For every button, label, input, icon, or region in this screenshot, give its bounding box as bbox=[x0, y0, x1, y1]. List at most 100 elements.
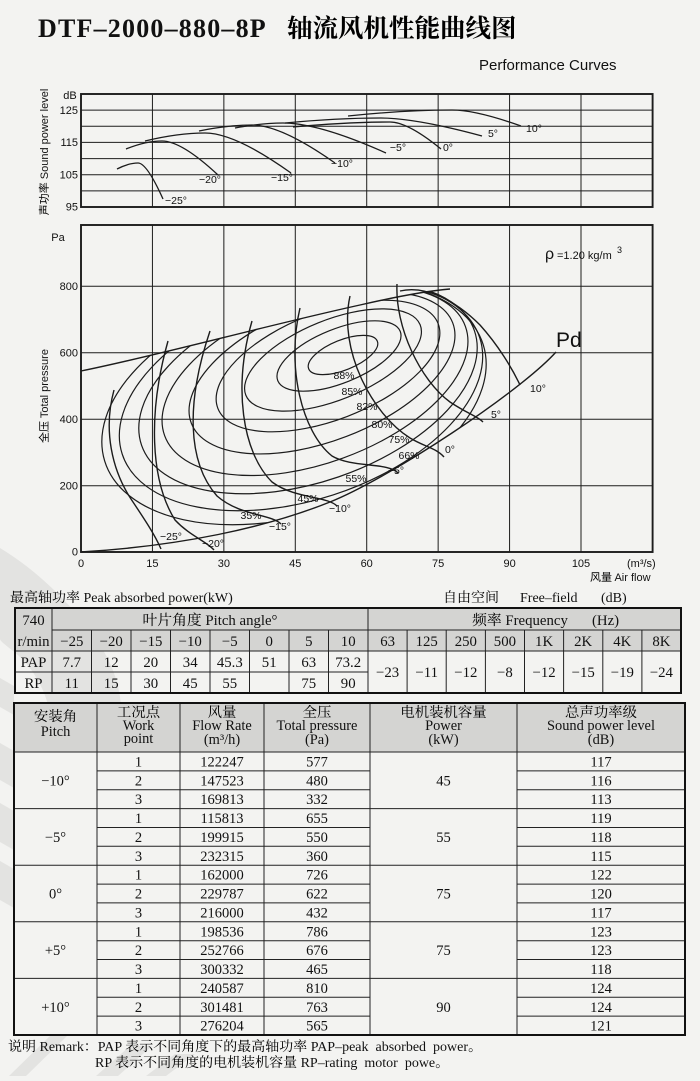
svg-text:PAP: PAP bbox=[98, 1040, 125, 1055]
svg-text:Pitch angle°: Pitch angle° bbox=[202, 613, 278, 629]
svg-text:90: 90 bbox=[341, 676, 356, 692]
svg-text:Power: Power bbox=[425, 718, 462, 734]
svg-text:point: point bbox=[124, 731, 154, 747]
svg-text:+5°: +5° bbox=[45, 943, 66, 959]
svg-text:dB: dB bbox=[63, 90, 76, 102]
svg-text:200: 200 bbox=[60, 480, 78, 492]
svg-text:360: 360 bbox=[306, 849, 328, 865]
svg-text:45.3: 45.3 bbox=[217, 655, 243, 671]
svg-text:(Hz): (Hz) bbox=[592, 613, 619, 629]
svg-text:115: 115 bbox=[60, 137, 78, 149]
svg-text:115: 115 bbox=[590, 849, 611, 865]
svg-text:232315: 232315 bbox=[200, 849, 244, 865]
svg-text:125: 125 bbox=[416, 634, 438, 650]
svg-text:45%: 45% bbox=[297, 493, 318, 505]
svg-text:−10°: −10° bbox=[41, 773, 70, 789]
svg-text:740: 740 bbox=[22, 613, 44, 629]
svg-text:2: 2 bbox=[135, 1000, 142, 1016]
svg-text:122: 122 bbox=[590, 868, 612, 884]
svg-text:147523: 147523 bbox=[200, 773, 244, 789]
svg-text:0: 0 bbox=[78, 558, 84, 570]
svg-text:1: 1 bbox=[135, 924, 142, 940]
svg-text:75: 75 bbox=[432, 558, 444, 570]
svg-text:400: 400 bbox=[60, 414, 78, 426]
svg-text:105: 105 bbox=[60, 169, 78, 181]
svg-text:Pa: Pa bbox=[51, 232, 65, 244]
svg-text:465: 465 bbox=[306, 962, 328, 978]
svg-text:+10°: +10° bbox=[41, 1000, 70, 1016]
svg-text:45: 45 bbox=[289, 558, 301, 570]
svg-text:(kW): (kW) bbox=[428, 732, 459, 748]
svg-text:4K: 4K bbox=[613, 634, 631, 650]
svg-text:1: 1 bbox=[135, 755, 142, 771]
svg-text:1: 1 bbox=[135, 811, 142, 827]
svg-text:Total pressure: Total pressure bbox=[39, 349, 51, 421]
svg-text:−5°: −5° bbox=[390, 142, 406, 154]
svg-text:577: 577 bbox=[306, 755, 328, 771]
svg-text:0°: 0° bbox=[49, 887, 62, 903]
svg-text:−25°: −25° bbox=[165, 195, 187, 207]
svg-text:75: 75 bbox=[301, 676, 316, 692]
svg-text:500: 500 bbox=[494, 634, 516, 650]
svg-text:3: 3 bbox=[135, 792, 142, 808]
svg-text:82%: 82% bbox=[356, 401, 377, 413]
svg-text:63: 63 bbox=[301, 655, 316, 671]
svg-text:3: 3 bbox=[135, 962, 142, 978]
svg-text:90: 90 bbox=[436, 1000, 451, 1016]
svg-text:PAP–peak absorbed power: PAP–peak absorbed power bbox=[307, 1040, 468, 1055]
svg-text:(Pa): (Pa) bbox=[305, 732, 329, 748]
svg-text:2: 2 bbox=[135, 887, 142, 903]
svg-text:Air flow: Air flow bbox=[612, 572, 651, 584]
svg-text:2: 2 bbox=[135, 830, 142, 846]
svg-text:763: 763 bbox=[306, 1000, 328, 1016]
svg-text:51: 51 bbox=[262, 655, 277, 671]
svg-text:198536: 198536 bbox=[200, 924, 244, 940]
svg-text:(dB): (dB) bbox=[588, 732, 615, 748]
svg-text:−5°: −5° bbox=[388, 465, 404, 477]
svg-text:−19: −19 bbox=[611, 665, 634, 681]
svg-text:118: 118 bbox=[590, 830, 611, 846]
svg-text:786: 786 bbox=[306, 924, 328, 940]
svg-text:−15°: −15° bbox=[269, 521, 291, 533]
svg-text:3: 3 bbox=[617, 245, 622, 255]
svg-text:Performance Curves: Performance Curves bbox=[479, 57, 617, 74]
svg-text:88%: 88% bbox=[333, 370, 354, 382]
svg-text:12: 12 bbox=[104, 655, 119, 671]
svg-text:5: 5 bbox=[305, 634, 312, 650]
svg-text:(dB): (dB) bbox=[601, 591, 627, 606]
svg-text:80%: 80% bbox=[371, 419, 392, 431]
svg-text:3: 3 bbox=[135, 905, 142, 921]
svg-text:810: 810 bbox=[306, 981, 328, 997]
svg-text:120: 120 bbox=[590, 887, 612, 903]
svg-text:Sound power level: Sound power level bbox=[547, 718, 655, 734]
svg-text:301481: 301481 bbox=[200, 1000, 244, 1016]
svg-text:−25: −25 bbox=[60, 634, 83, 650]
svg-text:−15°: −15° bbox=[271, 172, 293, 184]
svg-text:−10°: −10° bbox=[331, 158, 353, 170]
svg-text:216000: 216000 bbox=[200, 905, 244, 921]
svg-text:800: 800 bbox=[60, 281, 78, 293]
svg-text:−5: −5 bbox=[222, 634, 238, 650]
svg-text:Work: Work bbox=[123, 718, 155, 734]
svg-text:655: 655 bbox=[306, 811, 328, 827]
svg-text:−20°: −20° bbox=[199, 174, 221, 186]
svg-text:726: 726 bbox=[306, 868, 328, 884]
svg-text:105: 105 bbox=[572, 558, 590, 570]
svg-text:Total pressure: Total pressure bbox=[277, 718, 358, 734]
svg-text:169813: 169813 bbox=[200, 792, 244, 808]
svg-text:55: 55 bbox=[436, 830, 451, 846]
svg-text:118: 118 bbox=[590, 962, 611, 978]
svg-text:30: 30 bbox=[218, 558, 230, 570]
svg-text:45: 45 bbox=[436, 773, 451, 789]
svg-text:0: 0 bbox=[265, 634, 272, 650]
svg-text:95: 95 bbox=[66, 202, 78, 214]
svg-text:−10°: −10° bbox=[329, 503, 351, 515]
svg-text:60: 60 bbox=[361, 558, 373, 570]
svg-text:124: 124 bbox=[590, 981, 613, 997]
svg-text:66%: 66% bbox=[398, 450, 419, 462]
svg-text:5°: 5° bbox=[488, 128, 498, 140]
svg-text:8K: 8K bbox=[652, 634, 670, 650]
svg-text:−12: −12 bbox=[454, 665, 477, 681]
svg-text:75: 75 bbox=[436, 943, 451, 959]
svg-text:550: 550 bbox=[306, 830, 328, 846]
